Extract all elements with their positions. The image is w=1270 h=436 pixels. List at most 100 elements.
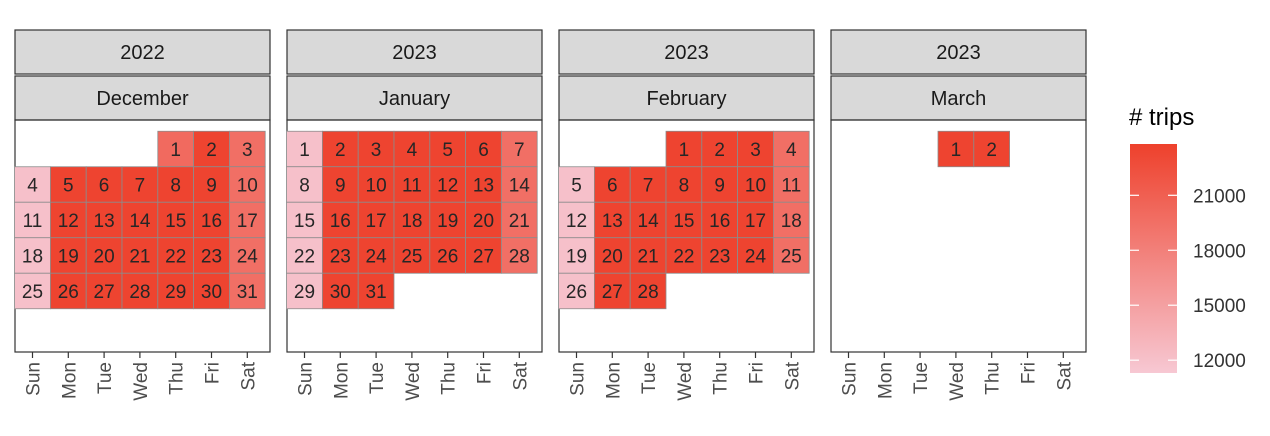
weekday-label: Tue (911, 362, 932, 394)
day-label: 18 (781, 211, 802, 232)
day-label: 2 (986, 140, 997, 161)
day-label: 11 (781, 176, 801, 197)
day-tile (286, 130, 323, 168)
day-label: 25 (401, 247, 422, 268)
day-tile (594, 166, 631, 203)
day-label: 28 (638, 282, 659, 303)
day-label: 12 (58, 211, 79, 232)
day-label: 14 (509, 176, 531, 197)
day-label: 6 (99, 176, 110, 197)
day-label: 20 (94, 247, 115, 268)
weekday-label: Sun (24, 362, 45, 396)
weekday-label: Mon (603, 362, 624, 399)
weekday-label: Mon (331, 362, 352, 399)
day-label: 22 (294, 247, 315, 268)
day-label: 7 (135, 176, 146, 197)
weekday-label: Sat (1054, 361, 1075, 390)
day-label: 17 (237, 211, 258, 232)
day-label: 10 (745, 176, 766, 197)
day-label: 11 (402, 176, 422, 197)
legend-tick-label: 18000 (1193, 241, 1246, 262)
day-tile (973, 130, 1010, 168)
strip-year-label: 2022 (120, 42, 165, 64)
weekday-label: Wed (131, 362, 152, 401)
day-tile (558, 272, 595, 310)
day-tile (193, 272, 230, 310)
day-label: 7 (643, 176, 654, 197)
day-tile (50, 201, 87, 239)
day-tile (629, 272, 667, 310)
day-label: 23 (709, 247, 730, 268)
day-label: 29 (165, 282, 186, 303)
day-label: 12 (566, 211, 587, 232)
day-label: 12 (437, 176, 458, 197)
day-label: 20 (602, 247, 623, 268)
day-tile (157, 272, 195, 310)
day-label: 18 (22, 247, 43, 268)
day-label: 4 (27, 176, 38, 197)
day-label: 15 (673, 211, 694, 232)
day-tile (393, 201, 431, 239)
day-tile (665, 130, 703, 168)
day-label: 28 (509, 247, 530, 268)
weekday-label: Sun (296, 362, 317, 396)
weekday-label: Mon (59, 362, 80, 399)
day-tile (121, 166, 159, 203)
weekday-label: Sat (238, 361, 259, 390)
day-label: 4 (786, 140, 797, 161)
day-label: 24 (745, 247, 767, 268)
day-tile (121, 201, 159, 239)
day-label: 21 (509, 211, 530, 232)
day-tile (228, 272, 266, 310)
day-label: 3 (371, 140, 382, 161)
day-tile (701, 166, 738, 203)
day-tile (773, 130, 810, 168)
day-label: 1 (679, 140, 690, 161)
day-label: 8 (299, 176, 310, 197)
day-label: 14 (638, 211, 660, 232)
day-tile (85, 201, 123, 239)
day-label: 8 (170, 176, 181, 197)
day-tile (85, 272, 123, 310)
day-label: 24 (366, 247, 388, 268)
day-label: 27 (94, 282, 115, 303)
strip-month-march (830, 75, 1087, 121)
day-label: 2 (206, 140, 217, 161)
day-label: 10 (366, 176, 387, 197)
day-tile (393, 237, 431, 274)
strip-month-label: December (96, 88, 189, 110)
strip-year-label: 2023 (936, 42, 981, 64)
day-label: 26 (437, 247, 458, 268)
day-label: 13 (94, 211, 115, 232)
day-label: 3 (750, 140, 761, 161)
day-tile (85, 237, 123, 274)
strip-year-february (558, 29, 815, 75)
weekday-label: Tue (95, 362, 116, 394)
day-label: 19 (58, 247, 79, 268)
weekday-label: Wed (675, 362, 696, 401)
day-tile (701, 130, 738, 168)
legend-tick-label: 15000 (1193, 296, 1246, 317)
day-tile (665, 166, 703, 203)
weekday-label: Mon (875, 362, 896, 399)
legend-tick-label: 21000 (1193, 186, 1246, 207)
strip-month-february (558, 75, 815, 121)
day-label: 2 (714, 140, 725, 161)
day-label: 19 (566, 247, 587, 268)
day-tile (594, 272, 631, 310)
day-tile (286, 201, 323, 239)
day-tile (286, 272, 323, 310)
day-label: 23 (201, 247, 222, 268)
day-tile (85, 166, 123, 203)
day-tile (594, 201, 631, 239)
day-label: 22 (673, 247, 694, 268)
day-label: 1 (299, 140, 310, 161)
day-tile (500, 237, 538, 274)
weekday-label: Thu (167, 362, 188, 395)
day-label: 13 (473, 176, 494, 197)
day-label: 6 (478, 140, 489, 161)
day-label: 5 (442, 140, 453, 161)
weekday-label: Tue (367, 362, 388, 394)
day-label: 16 (201, 211, 222, 232)
